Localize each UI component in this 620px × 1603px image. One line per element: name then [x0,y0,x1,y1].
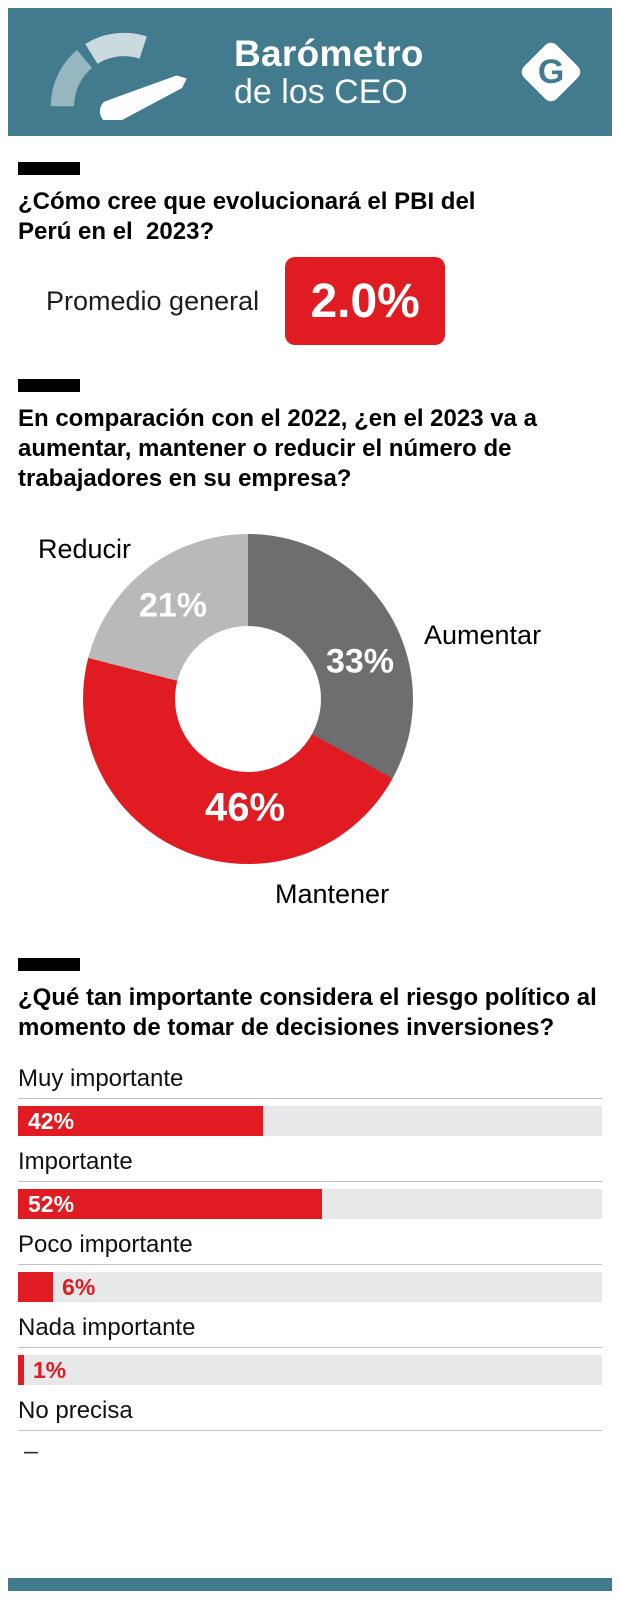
question-2-line-3: trabajadores en su empresa? [18,465,352,492]
bar-label: Nada importante [18,1314,602,1348]
bar-value-dash: – [24,1437,38,1465]
bar-fill: 42% [18,1106,264,1136]
slice-label-reducir: Reducir [38,534,132,564]
question-2-line-2: aumentar, mantener o reducir el número d… [18,435,512,462]
bar-value: 52% [28,1190,75,1217]
bar-row: Importante 52% [18,1148,602,1219]
footer-bar [8,1578,612,1591]
bar-row: Poco importante 6% [18,1231,602,1302]
donut-hole [175,626,321,772]
bar-label: No precisa [18,1397,602,1431]
question-3-line-2: momento de tomar de decisiones inversion… [18,1014,555,1041]
bar-value: 6% [62,1273,96,1300]
bar-track: 6% [18,1272,602,1302]
slice-value-mantener: 46% [204,785,286,830]
slice-label-aumentar: Aumentar [424,620,542,650]
question-1-line-1: ¿Cómo cree que evolucionará el PBI del [18,188,476,215]
brand-subtitle: de los CEO [234,72,408,111]
bar-label: Importante [18,1148,602,1182]
question-1-line-2: Perú en el 2023? [18,218,215,245]
bar-fill [18,1272,54,1302]
bar-fill [18,1355,24,1385]
stat-row: Promedio general 2.0% [46,257,602,345]
bar-label: Muy importante [18,1065,602,1099]
question-2-line-1: En comparación con el 2022, ¿en el 2023 … [18,405,537,432]
question-3: ¿Qué tan importante considera el riesgo … [18,983,602,1043]
donut-ring: 33% 46% 21% [83,534,413,864]
bar-chart: Muy importante 42% Importante 52% Poco i… [18,1065,602,1466]
bar-fill: 52% [18,1189,322,1219]
bar-row: Muy importante 42% [18,1065,602,1136]
section-marker-3 [18,958,80,971]
bar-track: 42% [18,1106,602,1136]
section-marker-2 [18,379,80,392]
stat-value-badge: 2.0% [285,257,446,345]
bar-value: 42% [28,1107,75,1134]
question-1: ¿Cómo cree que evolucionará el PBI del Pe… [18,187,602,247]
bar-row: No precisa – [18,1397,602,1466]
question-2: En comparación con el 2022, ¿en el 2023 … [18,404,602,494]
bar-value: 1% [32,1356,67,1383]
slice-value-reducir: 21% [138,586,208,625]
bar-track: 1% [18,1355,602,1385]
donut-chart: 33% 46% 21% Reducir Aumentar Mantener [18,534,602,919]
bar-track: 52% [18,1189,602,1219]
gauge-icon [50,32,187,120]
stat-value: 2.0% [310,274,420,328]
gestion-logo: G [518,39,584,105]
bar-label: Poco importante [18,1231,602,1265]
bar-row: Nada importante 1% [18,1314,602,1385]
brand-title: Barómetro [234,32,424,74]
brand-titles: Barómetro de los CEO [234,32,424,111]
section-marker-1 [18,162,80,175]
logo-letter: G [537,52,565,91]
slice-value-aumentar: 33% [325,642,395,681]
question-3-line-1: ¿Qué tan importante considera el riesgo … [18,984,597,1011]
stat-label: Promedio general [46,285,260,316]
slice-label-mantener: Mantener [275,879,390,909]
header-banner: Barómetro de los CEO G [8,8,612,136]
